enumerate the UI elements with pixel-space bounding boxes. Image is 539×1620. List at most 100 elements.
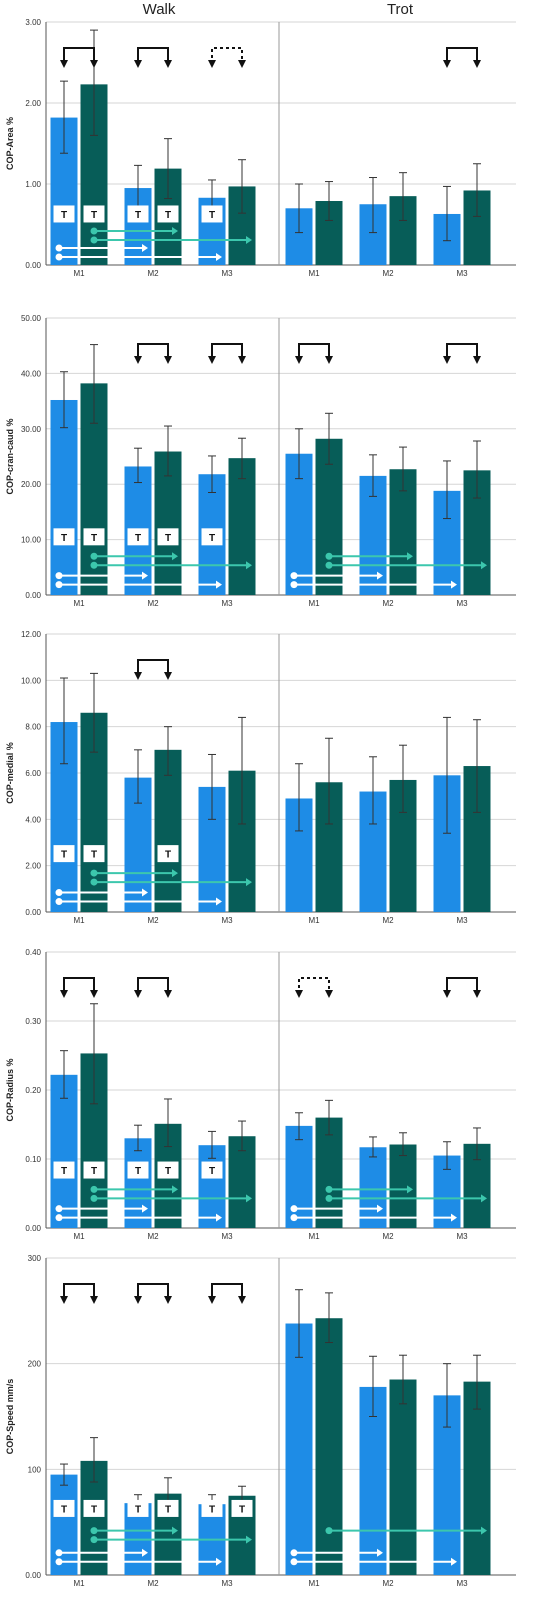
white-arrowhead: [216, 1213, 222, 1222]
significance-bracket: [211, 1283, 243, 1300]
y-tick-label: 100: [28, 1465, 42, 1474]
y-tick-label: 0.40: [25, 948, 41, 957]
t-label: T: [165, 210, 171, 221]
teal-arrowhead: [246, 235, 252, 244]
x-tick-label: M3: [456, 269, 468, 278]
t-box: [53, 528, 75, 546]
y-axis-label: COP-Radius %: [5, 1058, 15, 1121]
teal-arrowhead: [481, 1194, 487, 1203]
y-axis-label: COP-Area %: [5, 117, 15, 170]
bracket-arrowhead: [90, 60, 98, 68]
x-tick-label: M3: [456, 599, 468, 608]
white-arrowhead: [216, 252, 222, 261]
y-axis-label: COP-cran-caud %: [5, 418, 15, 494]
bracket-arrowhead: [90, 990, 98, 998]
bracket-arrowhead: [134, 672, 142, 680]
teal-arrowhead: [172, 552, 178, 561]
t-label: T: [61, 1166, 67, 1177]
x-tick-label: M3: [221, 916, 233, 925]
significance-bracket: [446, 977, 478, 994]
bar-dark: [389, 1379, 417, 1575]
t-box: [201, 205, 223, 223]
t-label: T: [135, 1166, 141, 1177]
walk-column: M1 T T M2 T T M3 T: [50, 343, 256, 608]
y-tick-label: 0.10: [25, 1155, 41, 1164]
teal-arrowhead: [407, 1185, 413, 1194]
x-tick-label: M1: [308, 269, 320, 278]
significance-bracket: [137, 659, 169, 676]
y-tick-label: 50.00: [21, 314, 42, 323]
y-tick-label: 300: [28, 1254, 42, 1263]
y-axis-label: COP-Speed mm/s: [5, 1379, 15, 1455]
x-tick-label: M2: [382, 599, 394, 608]
t-box: [83, 1161, 105, 1179]
t-box: [83, 205, 105, 223]
walk-column: M1 T T M2 T M3: [50, 659, 256, 925]
y-axis-label: COP-medial %: [5, 742, 15, 804]
y-tick-label: 1.00: [25, 180, 41, 189]
teal-arrowhead: [407, 552, 413, 561]
significance-bracket: [137, 1283, 169, 1300]
t-label: T: [91, 210, 97, 221]
panel-3: 0.00 2.00 4.00 6.00 8.00 10.00 12.00 COP-medial…: [5, 630, 516, 925]
x-tick-label: M2: [382, 916, 394, 925]
t-box: [127, 528, 149, 546]
panel-2: 0.00 10.00 20.00 30.00 40.00 50.00 COP-cran-ca…: [5, 314, 516, 608]
y-tick-label: 200: [28, 1360, 42, 1369]
x-tick-label: M1: [73, 599, 85, 608]
bracket-arrowhead: [60, 60, 68, 68]
white-arrowhead: [142, 888, 148, 897]
column-title-trot: Trot: [387, 1, 414, 18]
t-box: [157, 205, 179, 223]
x-tick-label: M2: [147, 1579, 159, 1588]
x-tick-label: M3: [456, 1579, 468, 1588]
t-box: [157, 845, 179, 863]
y-tick-label: 2.00: [25, 99, 41, 108]
bracket-arrowhead: [134, 1296, 142, 1304]
significance-bracket: [63, 47, 95, 64]
t-label: T: [165, 1166, 171, 1177]
significance-bracket: [446, 47, 478, 64]
teal-arrowhead: [481, 561, 487, 570]
y-tick-label: 0.00: [25, 908, 41, 917]
t-label: T: [61, 210, 67, 221]
teal-arrowhead: [172, 1185, 178, 1194]
y-tick-label: 6.00: [25, 769, 41, 778]
bracket-arrowhead: [164, 60, 172, 68]
bracket-arrowhead: [208, 1296, 216, 1304]
bar-light: [50, 1074, 78, 1228]
t-box: [53, 1161, 75, 1179]
t-label: T: [209, 533, 215, 544]
teal-arrowhead: [246, 1535, 252, 1544]
x-tick-label: M2: [382, 1579, 394, 1588]
bar-dark: [228, 1136, 256, 1228]
white-arrowhead: [216, 1557, 222, 1566]
t-label: T: [91, 850, 97, 861]
white-arrowhead: [142, 571, 148, 580]
y-tick-label: 10.00: [21, 536, 42, 545]
t-box: [127, 1499, 149, 1517]
significance-bracket: [211, 47, 243, 64]
y-tick-label: 10.00: [21, 676, 42, 685]
t-label: T: [61, 1504, 67, 1515]
t-label: T: [61, 533, 67, 544]
x-tick-label: M2: [147, 1232, 159, 1241]
x-tick-label: M2: [382, 1232, 394, 1241]
t-box: [127, 205, 149, 223]
x-tick-label: M2: [382, 269, 394, 278]
column-title-walk: Walk: [143, 1, 176, 18]
bracket-arrowhead: [238, 60, 246, 68]
significance-bracket: [63, 977, 95, 994]
bracket-arrowhead: [208, 60, 216, 68]
significance-bracket: [298, 343, 330, 360]
y-tick-label: 2.00: [25, 862, 41, 871]
bar-dark: [389, 1144, 417, 1228]
bracket-arrowhead: [134, 60, 142, 68]
bar-dark: [315, 438, 343, 595]
x-tick-label: M1: [308, 1232, 320, 1241]
white-arrowhead: [451, 1213, 457, 1222]
t-label: T: [135, 1504, 141, 1515]
panel-4: 0.00 0.10 0.20 0.30 0.40 COP-Radius % M1 T T M2 T T…: [5, 948, 516, 1241]
y-tick-label: 30.00: [21, 425, 42, 434]
